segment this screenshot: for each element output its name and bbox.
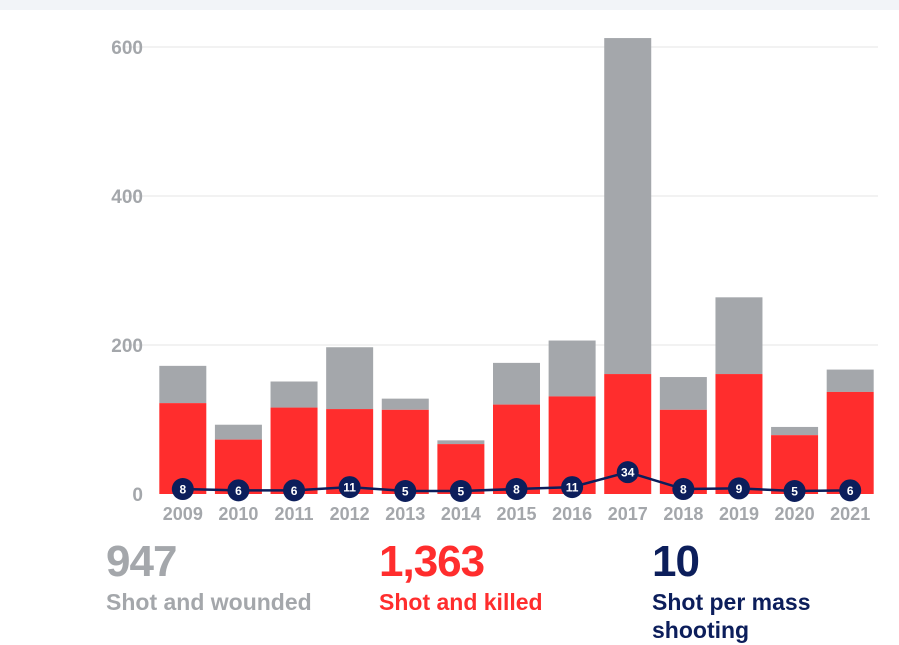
bar-wounded xyxy=(159,365,207,404)
x-tick-label: 2011 xyxy=(275,504,314,524)
line-point-label: 8 xyxy=(179,483,186,497)
line-point xyxy=(839,479,862,502)
x-tick-label: 2020 xyxy=(775,504,815,524)
line-point-label: 11 xyxy=(343,481,356,495)
stat-wounded: 947 Shot and wounded xyxy=(106,540,312,616)
line-point-label: 6 xyxy=(291,484,298,498)
stat-per-shooting: 10 Shot per mass shooting xyxy=(652,540,882,644)
x-tick-label: 2010 xyxy=(218,504,258,524)
line-point-label: 5 xyxy=(791,485,798,499)
line-point xyxy=(227,479,250,502)
line-point xyxy=(783,480,806,502)
bar-killed xyxy=(826,391,874,494)
stat-wounded-label: Shot and wounded xyxy=(106,589,312,615)
x-tick-label: 2019 xyxy=(719,504,759,524)
line-point xyxy=(727,477,750,500)
x-tick-label: 2017 xyxy=(608,504,648,524)
bar-killed xyxy=(381,409,429,494)
x-tick-label: 2013 xyxy=(385,504,425,524)
bar-chart: 0 200 400 600 2009 2010 2011 2012 2013 2014 2015 20… xyxy=(111,38,878,524)
line-point xyxy=(338,476,361,499)
y-tick-label: 0 xyxy=(132,485,143,506)
line-point-label: 9 xyxy=(736,482,743,496)
line-point xyxy=(449,480,472,502)
y-tick-label: 600 xyxy=(111,38,143,59)
bar-wounded xyxy=(604,38,652,375)
stat-killed-value: 1,363 xyxy=(379,537,485,586)
line-point-label: 8 xyxy=(680,483,687,497)
stat-wounded-value: 947 xyxy=(106,537,177,586)
line-point-label: 6 xyxy=(847,484,854,498)
line-point xyxy=(283,479,306,502)
bar-wounded xyxy=(381,398,429,410)
y-tick-label: 400 xyxy=(111,187,143,208)
x-tick-label: 2014 xyxy=(441,504,481,524)
bar-wounded xyxy=(548,340,596,397)
x-tick-label: 2009 xyxy=(163,504,203,524)
stat-killed: 1,363 Shot and killed xyxy=(379,540,543,616)
top-bar xyxy=(0,0,899,10)
bar-killed xyxy=(715,374,763,494)
line-point-label: 6 xyxy=(235,484,242,498)
line-point-label: 11 xyxy=(566,481,579,495)
bar-wounded xyxy=(326,347,374,410)
bar-wounded xyxy=(270,381,318,408)
bar-wounded xyxy=(715,297,763,375)
line-point-label: 5 xyxy=(402,485,409,499)
bar-wounded xyxy=(826,369,874,392)
stat-per-value: 10 xyxy=(652,537,700,586)
x-tick-label: 2018 xyxy=(663,504,703,524)
x-tick-label: 2012 xyxy=(330,504,370,524)
line-point xyxy=(171,478,194,501)
x-tick-label: 2015 xyxy=(496,504,536,524)
line-point xyxy=(394,480,417,502)
x-tick-label: 2021 xyxy=(830,504,870,524)
line-point-label: 8 xyxy=(513,483,520,497)
line-point-label: 5 xyxy=(458,485,465,499)
x-tick-label: 2016 xyxy=(552,504,592,524)
stat-per-label: Shot per mass shooting xyxy=(652,589,811,643)
stat-killed-label: Shot and killed xyxy=(379,589,543,615)
line-point xyxy=(561,476,584,499)
bar-wounded xyxy=(659,377,707,410)
line-point xyxy=(505,478,528,501)
line-point-label: 34 xyxy=(621,466,635,480)
bar-wounded xyxy=(437,440,485,445)
bar-wounded xyxy=(214,424,262,440)
line-point xyxy=(616,461,639,484)
bar-wounded xyxy=(771,426,819,436)
line-point xyxy=(672,478,695,501)
y-tick-label: 200 xyxy=(111,336,143,357)
bar-wounded xyxy=(493,362,540,405)
